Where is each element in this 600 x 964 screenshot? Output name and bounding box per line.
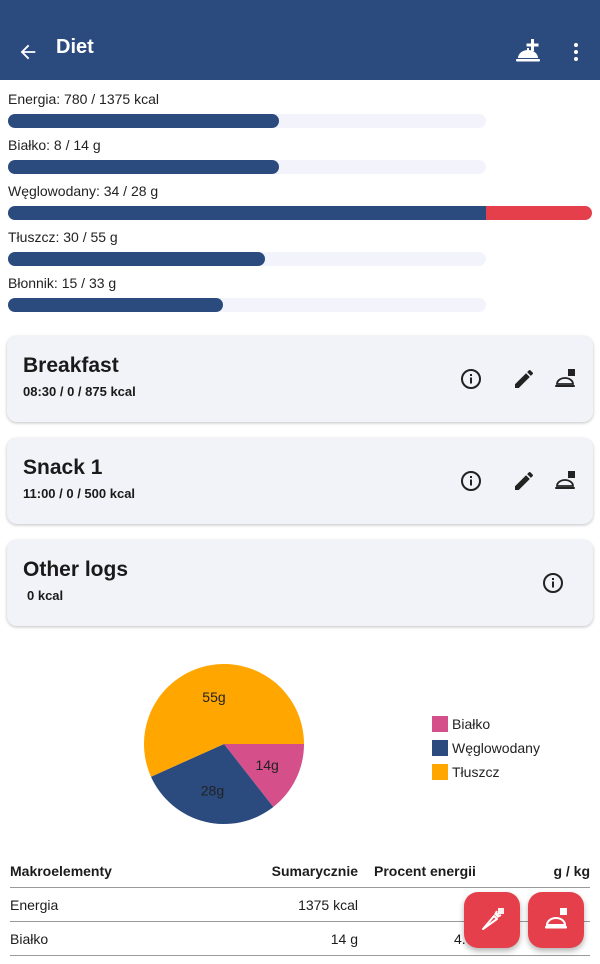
legend-item-carbs: Węglowodany — [432, 736, 540, 760]
pie-slice-label: 14g — [255, 757, 278, 773]
meal-cloche-icon — [545, 908, 567, 929]
legend-label: Białko — [452, 716, 491, 732]
add-food-cloche-icon[interactable] — [553, 367, 577, 391]
progress-fill — [8, 206, 486, 220]
column-header: g / kg — [553, 863, 590, 879]
legend-item-protein: Białko — [432, 712, 540, 736]
progress-fill — [8, 252, 265, 266]
info-icon[interactable] — [459, 469, 483, 493]
table-cell: Energia — [10, 897, 59, 913]
table-cell: 14 g — [330, 931, 358, 947]
info-icon[interactable] — [459, 367, 483, 391]
nutrient-label: Węglowodany: 34 / 28 g — [8, 183, 159, 199]
nutrient-fat: Tłuszcz: 30 / 55 g — [8, 228, 592, 266]
back-button[interactable] — [14, 38, 42, 66]
arrow-left-icon — [20, 44, 36, 60]
nutrient-energy: Energia: 780 / 1375 kcal — [8, 90, 592, 128]
nutrient-label: Błonnik: 15 / 33 g — [8, 275, 117, 291]
table-cell: 4. — [454, 931, 466, 947]
progress-fill — [8, 160, 279, 174]
macro-pie-chart: 14g 28g 55g — [144, 664, 304, 824]
table-cell: Białko — [10, 931, 49, 947]
more-vertical-icon — [574, 43, 578, 47]
legend-swatch — [432, 740, 448, 756]
pie-slice-label: 55g — [202, 689, 225, 705]
legend-label: Węglowodany — [452, 740, 540, 756]
pie-svg: 14g 28g 55g — [144, 664, 304, 824]
legend-swatch — [432, 716, 448, 732]
meal-title: Snack 1 — [23, 456, 103, 479]
meal-title: Breakfast — [23, 354, 119, 377]
table-row: Energia 1375 kcal — [10, 888, 590, 922]
add-meal-cloche-icon — [516, 39, 540, 62]
pie-slice-tłuszcz — [144, 664, 304, 777]
table-cell: 1375 kcal — [298, 897, 358, 913]
table-row: Białko 14 g 4. — [10, 922, 590, 956]
progress-fill — [8, 114, 279, 128]
meal-card-snack-1[interactable]: Snack 1 11:00 / 0 / 500 kcal — [7, 438, 593, 524]
add-food-cloche-icon[interactable] — [553, 469, 577, 493]
pie-legend: Białko Węglowodany Tłuszcz — [432, 712, 540, 784]
other-logs-subtitle: 0 kcal — [27, 588, 64, 603]
pie-slice-węglowodany — [150, 744, 274, 824]
more-menu-button[interactable] — [564, 38, 588, 66]
meal-subtitle: 08:30 / 0 / 875 kcal — [23, 384, 136, 399]
legend-label: Tłuszcz — [452, 764, 500, 780]
edit-pencil-icon[interactable] — [512, 469, 536, 493]
nutrient-protein: Białko: 8 / 14 g — [8, 136, 592, 174]
other-logs-card[interactable]: Other logs 0 kcal — [7, 540, 593, 626]
legend-swatch — [432, 764, 448, 780]
nutrient-label: Białko: 8 / 14 g — [8, 137, 101, 153]
nutrient-carbs: Węglowodany: 34 / 28 g — [8, 182, 592, 220]
pie-slice-label: 28g — [201, 783, 224, 799]
macro-table: Makroelementy Sumarycznie Procent energi… — [10, 854, 590, 956]
nutrient-fiber: Błonnik: 15 / 33 g — [8, 274, 592, 312]
nutrient-label: Energia: 780 / 1375 kcal — [8, 91, 159, 107]
add-food-fab[interactable] — [464, 892, 520, 948]
add-meal-button[interactable] — [512, 36, 544, 68]
app-bar: Diet — [0, 0, 600, 80]
column-header: Sumarycznie — [271, 863, 358, 879]
food-carrot-icon — [482, 908, 504, 930]
legend-item-fat: Tłuszcz — [432, 760, 540, 784]
meal-card-breakfast[interactable]: Breakfast 08:30 / 0 / 875 kcal — [7, 336, 593, 422]
table-header-row: Makroelementy Sumarycznie Procent energi… — [10, 854, 590, 888]
meal-subtitle: 11:00 / 0 / 500 kcal — [23, 486, 136, 501]
nutrient-label: Tłuszcz: 30 / 55 g — [8, 229, 118, 245]
column-header: Makroelementy — [10, 863, 112, 879]
other-logs-title: Other logs — [23, 558, 129, 581]
add-meal-fab[interactable] — [528, 892, 584, 948]
page-title: Diet — [56, 36, 94, 58]
column-header: Procent energii — [374, 863, 476, 879]
edit-pencil-icon[interactable] — [512, 367, 536, 391]
progress-fill — [8, 298, 223, 312]
progress-over-limit — [486, 206, 592, 220]
pie-slice-białko — [224, 744, 304, 808]
info-icon[interactable] — [541, 571, 565, 595]
